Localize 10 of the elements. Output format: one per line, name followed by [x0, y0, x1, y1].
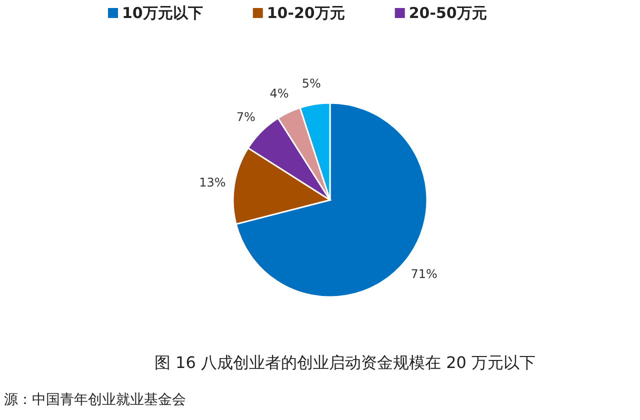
data-label: 4% [270, 86, 289, 100]
legend-label: 20-50万元 [408, 4, 487, 22]
text: 图 16 八成创业者的创业启动资金规模在 20 万元以下 [154, 353, 536, 372]
legend-label: 10-20万元 [266, 4, 345, 22]
data-label: 13% [199, 175, 226, 190]
data-label: 71% [410, 266, 438, 281]
legend-label: 10万元以下 [122, 4, 203, 22]
data-label: 5% [302, 76, 321, 90]
text: 源：中国青年创业就业基金会 [4, 392, 186, 408]
data-label: 7% [236, 110, 256, 124]
